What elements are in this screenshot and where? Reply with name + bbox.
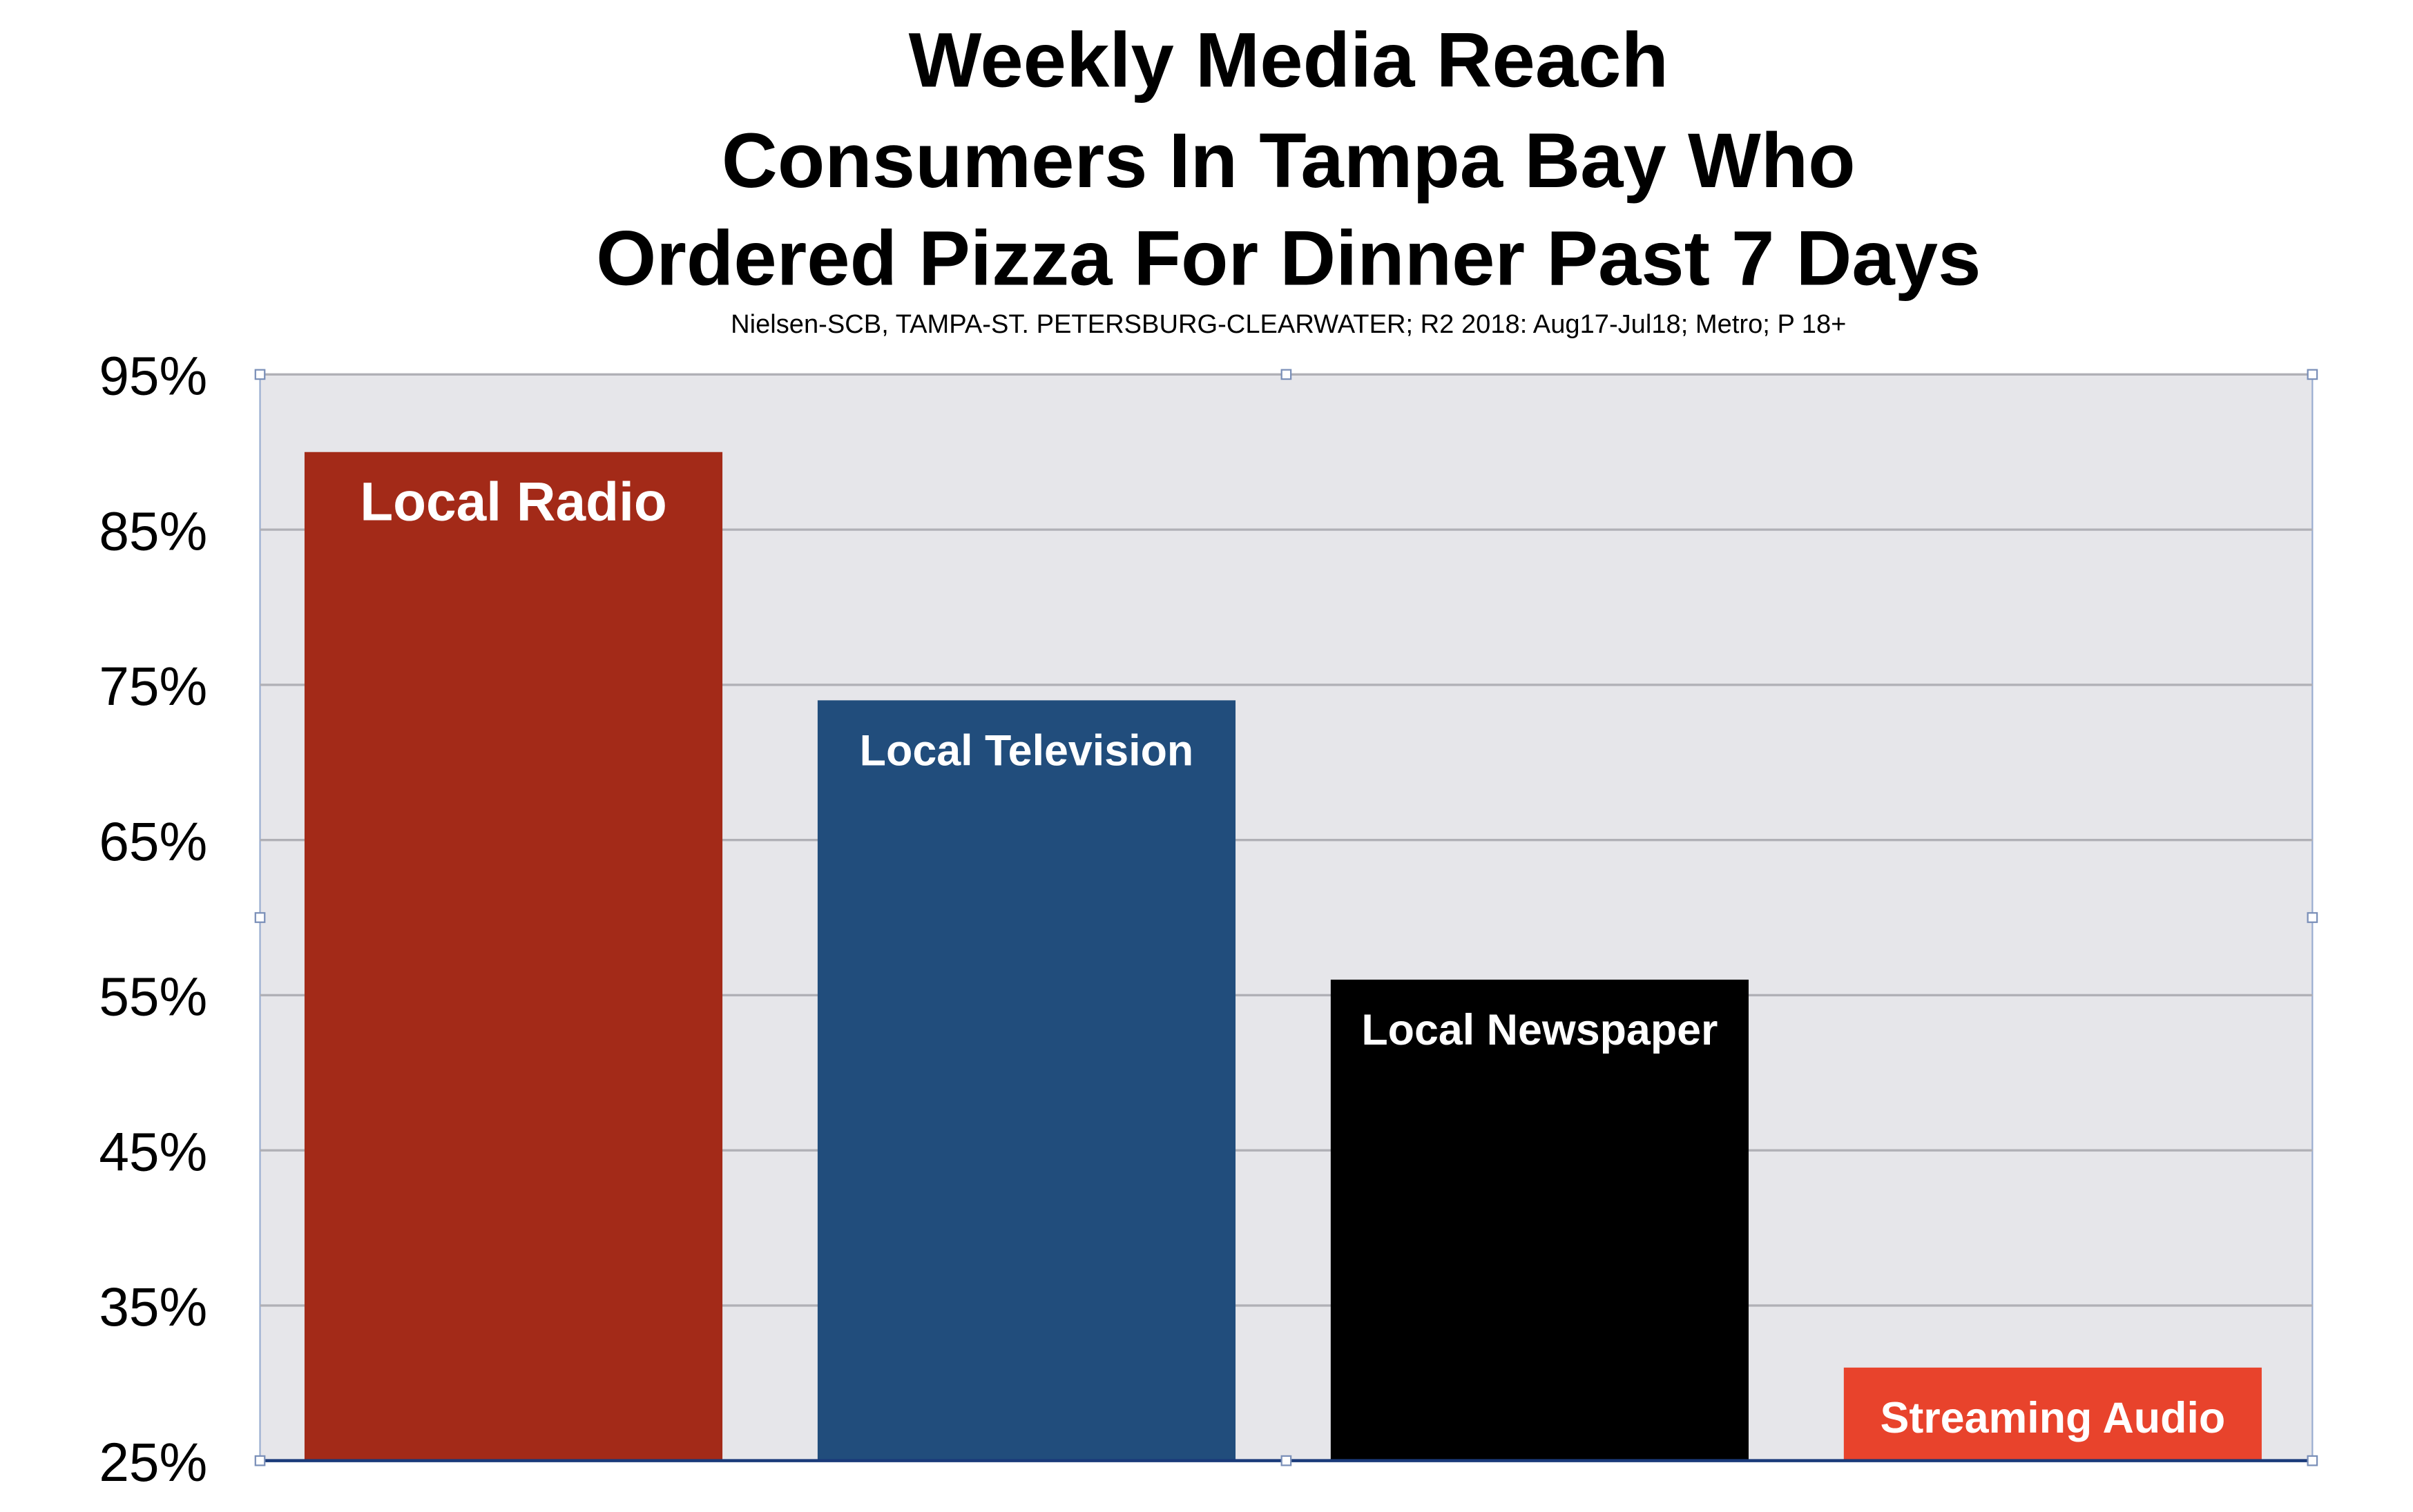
bar-streaming-audio bbox=[1843, 1367, 2262, 1461]
bar-label-local-television: Local Television bbox=[860, 726, 1194, 775]
selection-handle-6 bbox=[254, 1455, 266, 1466]
y-tick-label-25: 25% bbox=[99, 1432, 207, 1493]
bar-label-local-newspaper: Local Newspaper bbox=[1361, 1006, 1718, 1054]
chart-title-line-3: Ordered Pizza For Dinner Past 7 Days bbox=[596, 215, 1981, 302]
selection-handle-3 bbox=[2307, 369, 2318, 380]
selection-handle-1 bbox=[254, 369, 266, 380]
bar-local-radio bbox=[304, 452, 723, 1461]
selection-handle-4 bbox=[254, 912, 266, 923]
bar-local-newspaper bbox=[1330, 979, 1749, 1461]
y-tick-label-45: 45% bbox=[99, 1121, 207, 1182]
chart-title-line-2: Consumers In Tampa Bay Who bbox=[721, 117, 1856, 204]
selection-handle-7 bbox=[1280, 1455, 1292, 1466]
chart-subtitle: Nielsen-SCB, TAMPA-ST. PETERSBURG-CLEARW… bbox=[731, 309, 1847, 339]
chart-title-line-1: Weekly Media Reach bbox=[908, 17, 1669, 104]
bar-label-streaming-audio: Streaming Audio bbox=[1881, 1394, 2226, 1442]
selection-handle-5 bbox=[2307, 912, 2318, 923]
y-tick-label-35: 35% bbox=[99, 1277, 207, 1337]
y-tick-label-75: 75% bbox=[99, 656, 207, 717]
bar-label-local-radio: Local Radio bbox=[360, 471, 667, 532]
y-tick-label-55: 55% bbox=[99, 967, 207, 1027]
selection-handle-8 bbox=[2307, 1455, 2318, 1466]
y-tick-label-85: 85% bbox=[99, 501, 207, 561]
y-tick-label-95: 95% bbox=[99, 346, 207, 407]
bar-local-television bbox=[817, 700, 1236, 1461]
selection-handle-2 bbox=[1280, 369, 1292, 380]
y-tick-label-65: 65% bbox=[99, 811, 207, 872]
